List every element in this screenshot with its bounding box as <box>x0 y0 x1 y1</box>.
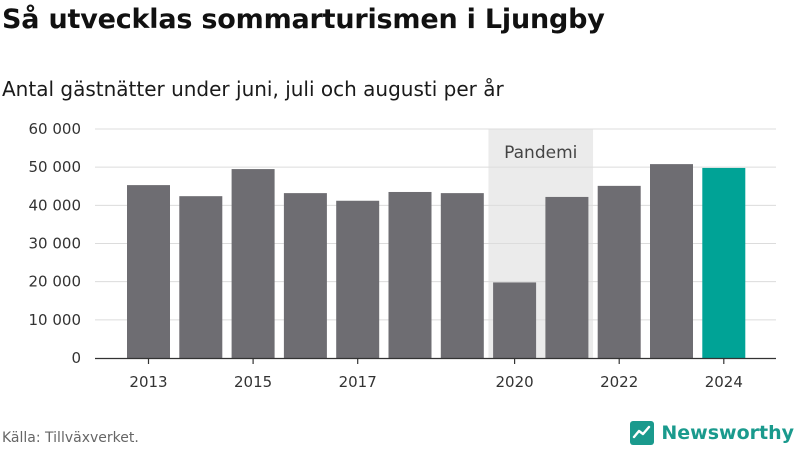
newsworthy-logo-icon <box>630 421 655 445</box>
y-tick-label: 60 000 <box>29 120 82 138</box>
x-tick-label: 2020 <box>496 373 534 391</box>
y-tick-label: 0 <box>71 349 81 367</box>
y-tick-label: 10 000 <box>29 311 82 329</box>
bar-2022 <box>597 185 641 358</box>
brand-logo: Newsworthy <box>629 420 794 446</box>
bar-2016 <box>283 193 327 358</box>
x-tick-label: 2022 <box>600 373 638 391</box>
bar-chart: Pandemi 0 10 000 20 000 30 000 40 000 50 000 6… <box>29 120 776 391</box>
bar-2019 <box>440 193 484 358</box>
axes: 0 10 000 20 000 30 000 40 000 50 000 60 000 201… <box>29 120 776 391</box>
brand-name: Newsworthy <box>661 422 794 444</box>
bar-2015 <box>231 169 275 358</box>
chart-subtitle: Antal gästnätter under juni, juli och au… <box>2 77 504 101</box>
bars <box>127 164 746 358</box>
chart-title: Så utvecklas sommarturismen i Ljungby <box>2 4 605 35</box>
x-tick-label: 2017 <box>339 373 377 391</box>
y-tick-label: 50 000 <box>29 158 82 176</box>
source-note: Källa: Tillväxverket. <box>2 430 139 446</box>
y-tick-label: 40 000 <box>29 196 82 214</box>
x-tick-label: 2013 <box>129 373 167 391</box>
bar-2013 <box>127 185 170 358</box>
bar-2014 <box>179 196 223 358</box>
pandemic-label: Pandemi <box>504 143 577 163</box>
y-tick-label: 30 000 <box>29 235 82 253</box>
bar-2020 <box>493 282 537 358</box>
x-tick-label: 2015 <box>234 373 272 391</box>
bar-2024 <box>702 167 746 358</box>
bar-2023 <box>650 164 693 358</box>
y-tick-label: 20 000 <box>29 273 82 291</box>
bar-2018 <box>388 191 432 358</box>
bar-2021 <box>545 196 589 358</box>
bar-2017 <box>336 200 380 358</box>
x-tick-label: 2024 <box>705 373 743 391</box>
